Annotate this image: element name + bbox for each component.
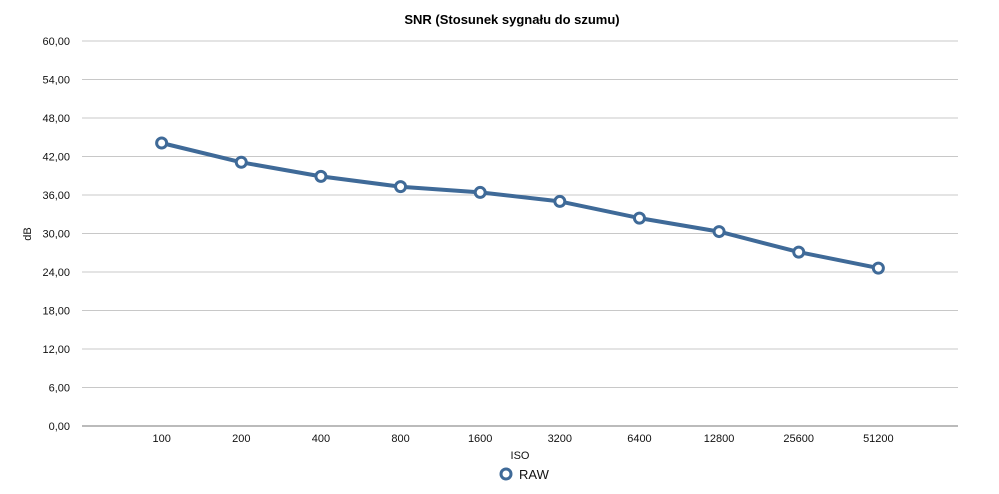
y-tick-label: 24,00 <box>42 267 70 279</box>
y-tick-label: 48,00 <box>42 113 70 125</box>
x-tick-label: 100 <box>152 433 170 445</box>
x-axis-ticks: 100 200 400 800 1600 3200 6400 12800 25600 51200 <box>152 433 893 445</box>
x-tick-label: 25600 <box>783 433 814 445</box>
x-axis-label: ISO <box>511 450 530 462</box>
series-raw <box>155 136 885 275</box>
data-point <box>871 261 885 275</box>
data-point <box>155 136 169 150</box>
data-point <box>234 155 248 169</box>
data-point <box>553 194 567 208</box>
y-tick-label: 54,00 <box>42 75 70 87</box>
y-tick-label: 18,00 <box>42 306 70 318</box>
legend-label-raw: RAW <box>519 467 550 482</box>
gridlines <box>82 40 958 427</box>
x-tick-label: 200 <box>232 433 250 445</box>
data-point <box>314 169 328 183</box>
legend-marker-raw <box>499 467 513 481</box>
chart-title: SNR (Stosunek sygnału do szumu) <box>404 12 619 27</box>
data-point <box>394 180 408 194</box>
y-tick-label: 36,00 <box>42 190 70 202</box>
data-point <box>473 185 487 199</box>
y-tick-label: 30,00 <box>42 229 70 241</box>
x-tick-label: 3200 <box>548 433 572 445</box>
x-tick-label: 400 <box>312 433 330 445</box>
series-line <box>159 141 881 271</box>
y-tick-label: 42,00 <box>42 152 70 164</box>
y-tick-label: 12,00 <box>42 344 70 356</box>
x-tick-label: 51200 <box>863 433 894 445</box>
y-tick-label: 0,00 <box>49 421 70 433</box>
y-tick-label: 60,00 <box>42 36 70 48</box>
data-point <box>632 211 646 225</box>
data-point <box>792 245 806 259</box>
data-point <box>712 225 726 239</box>
y-axis-ticks: 0,00 6,00 12,00 18,00 24,00 30,00 36,00 42,00 48… <box>42 36 70 433</box>
y-tick-label: 6,00 <box>49 383 70 395</box>
y-axis-label: dB <box>22 227 34 240</box>
x-tick-label: 6400 <box>627 433 651 445</box>
x-tick-label: 12800 <box>704 433 735 445</box>
x-tick-label: 1600 <box>468 433 492 445</box>
x-tick-label: 800 <box>391 433 409 445</box>
legend: RAW <box>499 467 550 482</box>
